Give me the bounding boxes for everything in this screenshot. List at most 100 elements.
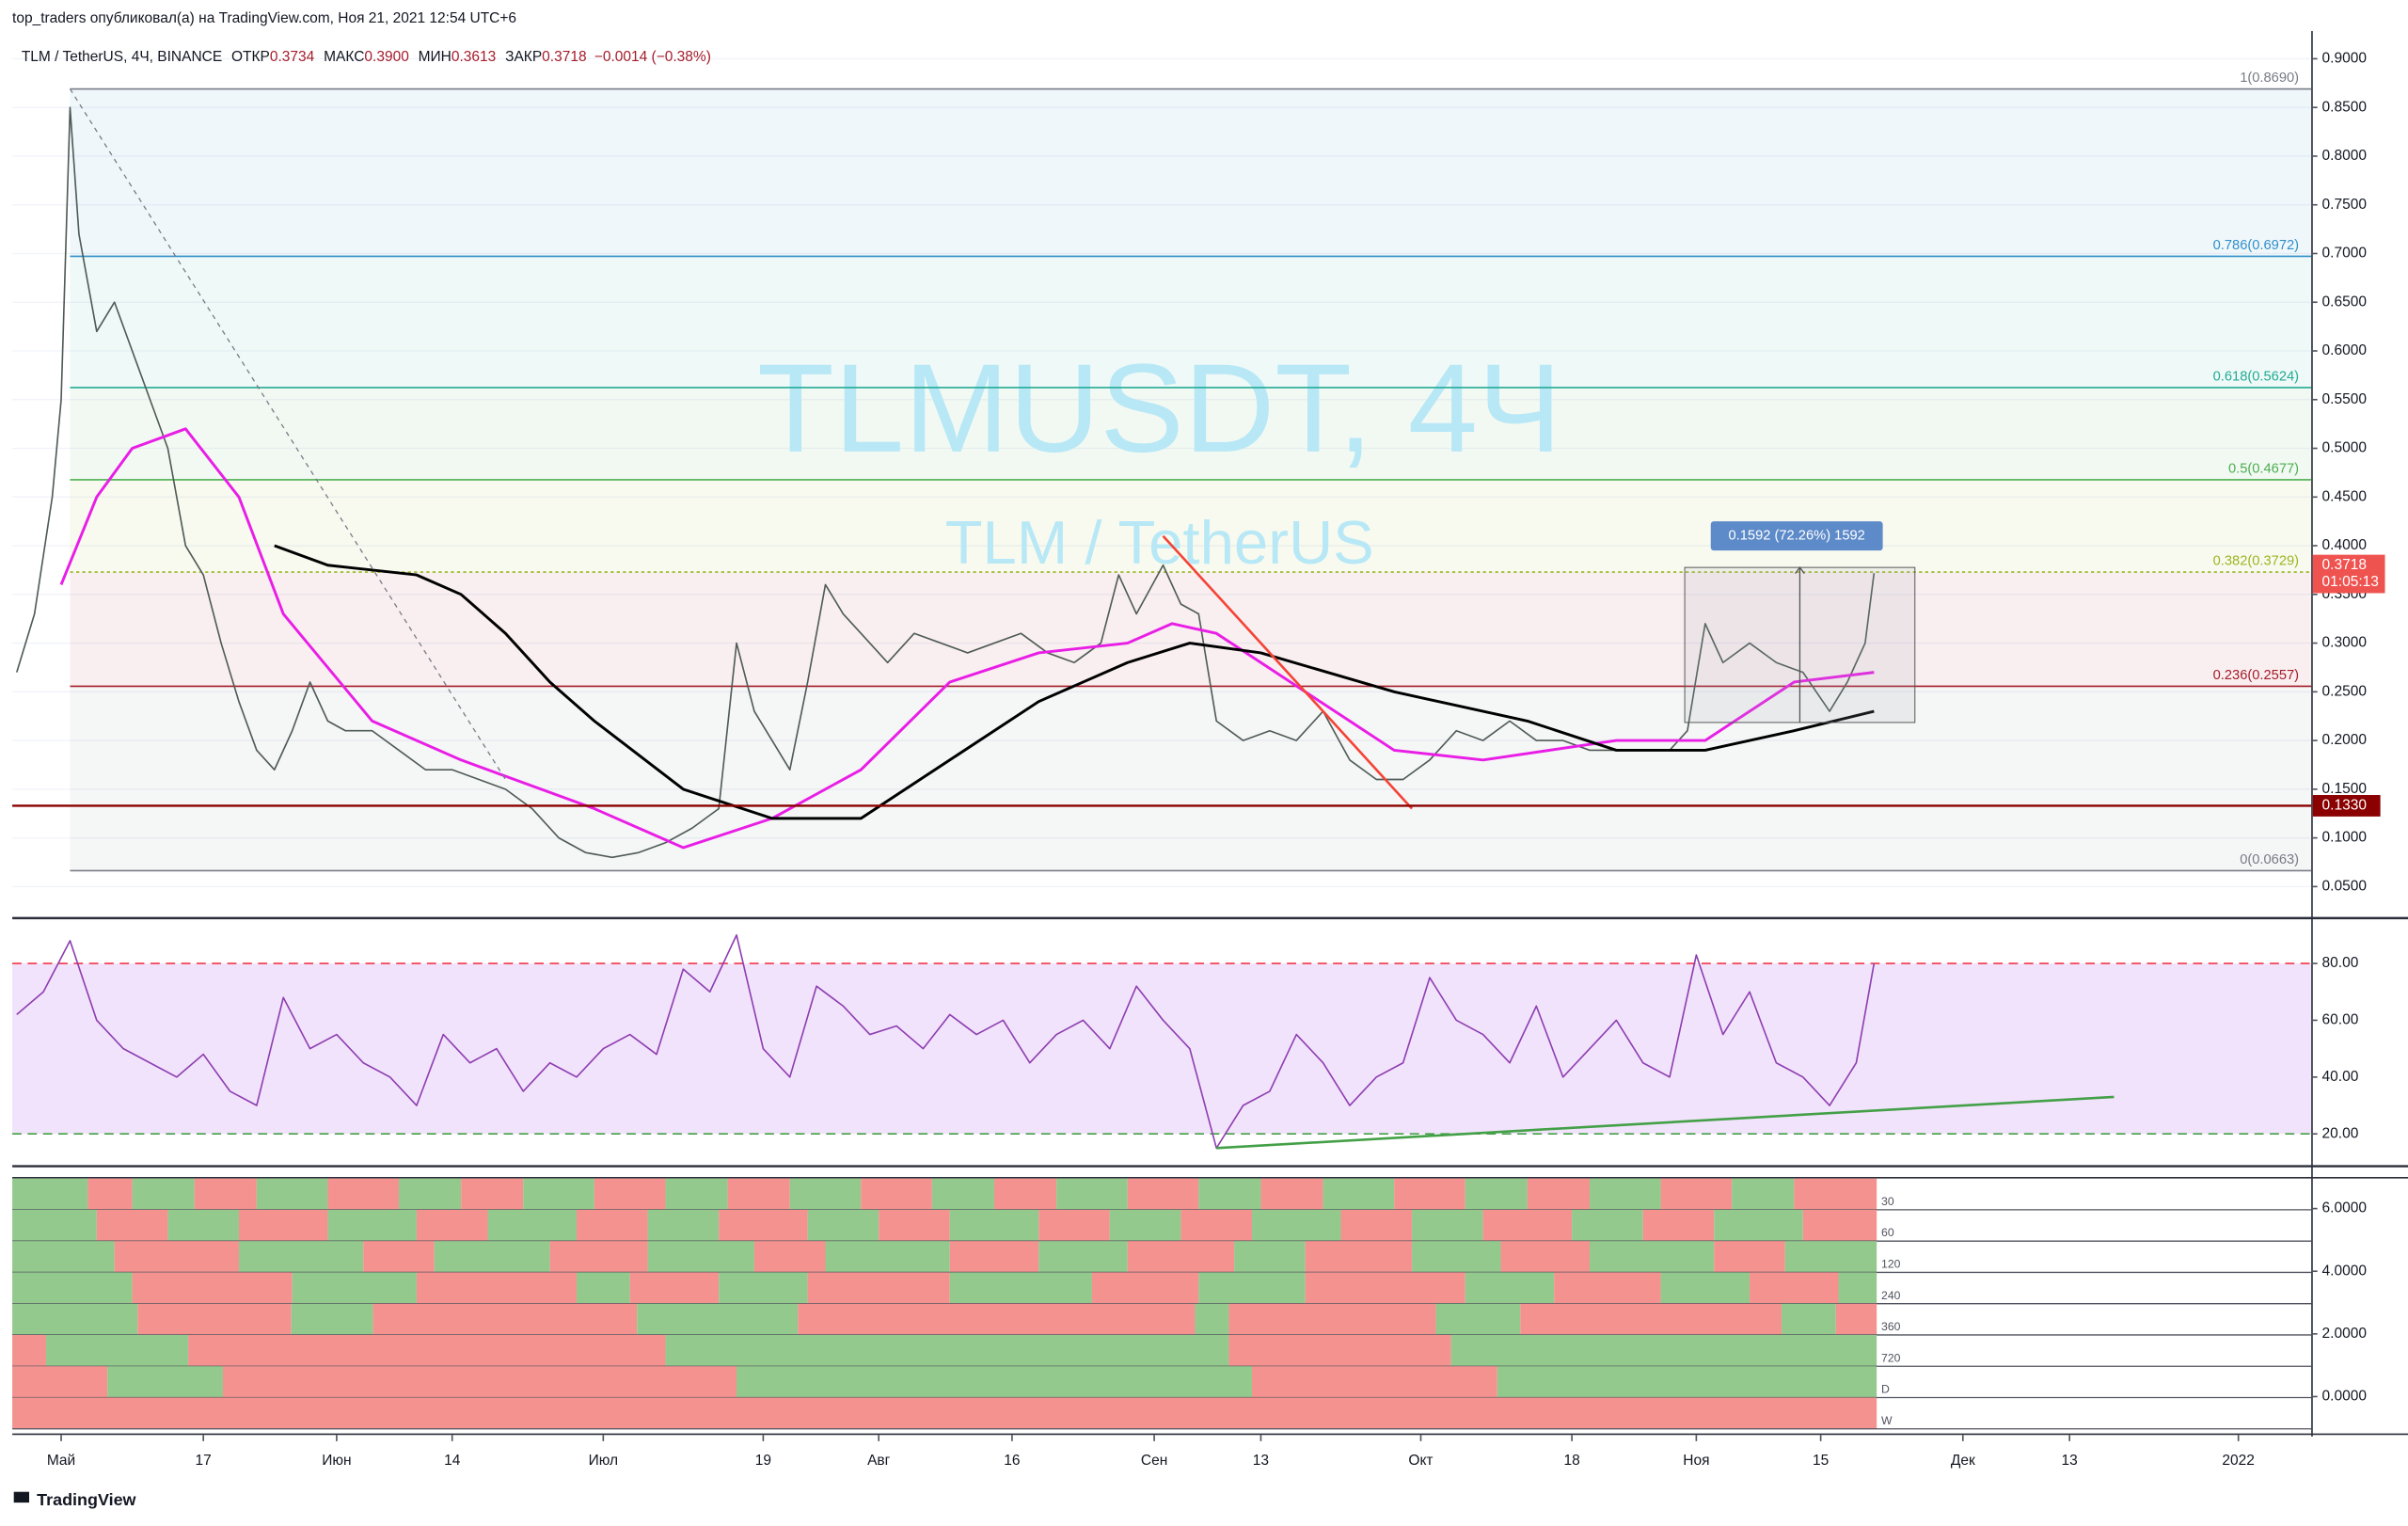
strip-segment [1838, 1272, 1877, 1304]
strip-segment [12, 1303, 138, 1335]
legend-change: −0.0014 (−0.38%) [594, 49, 711, 65]
series-line [15, 106, 1876, 859]
x-tick-label: Авг [867, 1453, 891, 1469]
strip-segment [416, 1272, 577, 1304]
x-tick-label: Сен [1141, 1453, 1167, 1469]
strip-segment [12, 1334, 46, 1367]
legend-field-value: 0.3613 [452, 49, 496, 65]
series-line [59, 427, 1875, 850]
strip-segment [637, 1303, 799, 1335]
series-line [274, 544, 1875, 820]
x-tick-label: Дек [1951, 1453, 1975, 1469]
y-tick-label: 0.1500 [2322, 781, 2368, 797]
strip-segment [1127, 1241, 1235, 1273]
strip-segment [434, 1241, 550, 1273]
strip-segment [487, 1209, 577, 1242]
strip-segment [1835, 1303, 1877, 1335]
strip-segment [647, 1241, 754, 1273]
y-tick-label: 40.00 [2322, 1069, 2359, 1085]
strip-segment [1180, 1209, 1252, 1242]
legend-symbol: TLM / TetherUS, 4Ч, BINANCE [22, 49, 222, 65]
strip-segment [1038, 1209, 1110, 1242]
fib-band [70, 479, 2312, 573]
series-line [16, 934, 1876, 1150]
measure-label-box [1710, 521, 1883, 551]
y-tick-label: 0.8500 [2322, 99, 2368, 115]
strip-segment [1234, 1241, 1306, 1273]
y-tick-label: 20.00 [2322, 1125, 2359, 1141]
strip-segment [594, 1178, 666, 1210]
strip-segment [719, 1272, 808, 1304]
strip-segment [291, 1303, 373, 1335]
measure-arrow-head [1795, 566, 1805, 575]
strip-segment [789, 1178, 862, 1210]
strip-segment [931, 1178, 995, 1210]
strip-segment [1109, 1209, 1181, 1242]
fib-label: 1(0.8690) [2240, 71, 2299, 86]
strip-segment [1260, 1178, 1323, 1210]
y-tick-label: 0.5000 [2322, 440, 2368, 456]
strip-segment [132, 1272, 293, 1304]
y-tick-label: 0.6000 [2322, 342, 2368, 358]
strip-segment [1784, 1241, 1877, 1273]
strip-segment [727, 1178, 790, 1210]
fib-label: 0(0.0663) [2240, 852, 2299, 867]
strip-segment [879, 1209, 950, 1242]
strip-segment [12, 1272, 133, 1304]
fib-band [70, 572, 2312, 687]
strip-segment [523, 1178, 594, 1210]
strip-segment [1465, 1272, 1555, 1304]
strip-segment [753, 1241, 826, 1273]
strip-segment [137, 1303, 292, 1335]
strip-segment [1305, 1241, 1413, 1273]
x-tick-label: 16 [1004, 1453, 1020, 1469]
fib-label: 0.618(0.5624) [2213, 369, 2299, 384]
price-tag-label: 0.1330 [2322, 798, 2368, 814]
strip-segment [107, 1366, 223, 1398]
strip-segment [12, 1366, 108, 1398]
y-tick-label: 0.8000 [2322, 148, 2368, 164]
watermark-subtitle: TLM / TetherUS [945, 508, 1374, 577]
strip-segment [1572, 1209, 1643, 1242]
strip-segment [576, 1209, 648, 1242]
strip-segment [238, 1241, 364, 1273]
last-price-label: 0.3718 [2322, 557, 2367, 573]
y-tick-label: 80.00 [2322, 955, 2359, 971]
last-price-tag [2312, 554, 2385, 594]
y-tick-label: 0.5500 [2322, 391, 2368, 407]
strip-segment [576, 1272, 630, 1304]
header: top_traders опубликовал(а) на TradingVie… [12, 10, 516, 26]
strip-segment [1412, 1241, 1501, 1273]
strip-segment [1660, 1178, 1733, 1210]
strip-segment [1527, 1178, 1591, 1210]
strip-segment [1554, 1272, 1661, 1304]
strip-segment [1802, 1209, 1877, 1242]
strip-segment [1590, 1178, 1661, 1210]
strip-segment [1323, 1178, 1395, 1210]
y-tick-label: 0.6500 [2322, 294, 2368, 310]
strip-segment [1500, 1241, 1591, 1273]
x-tick-label: 17 [196, 1453, 212, 1469]
strip-segment [194, 1178, 257, 1210]
row-label: 360 [1881, 1320, 1901, 1333]
strip-segment [1794, 1178, 1877, 1210]
strip-segment [1127, 1178, 1199, 1210]
strip-segment [1482, 1209, 1573, 1242]
strip-segment [1251, 1209, 1341, 1242]
strip-segment [167, 1209, 239, 1242]
row-label: 720 [1881, 1351, 1901, 1364]
strip-segment [399, 1178, 462, 1210]
row-label: 240 [1881, 1289, 1901, 1302]
strip-segment [1251, 1366, 1497, 1398]
x-tick-label: Май [47, 1453, 75, 1469]
strip-segment [665, 1178, 728, 1210]
x-tick-label: Окт [1408, 1453, 1433, 1469]
y-tick-label: 0.0500 [2322, 878, 2368, 894]
strip-segment [807, 1272, 950, 1304]
strip-segment [1465, 1178, 1528, 1210]
strip-segment [1195, 1303, 1229, 1335]
fib-label: 0.382(0.3729) [2213, 554, 2299, 569]
strip-segment [798, 1303, 1196, 1335]
